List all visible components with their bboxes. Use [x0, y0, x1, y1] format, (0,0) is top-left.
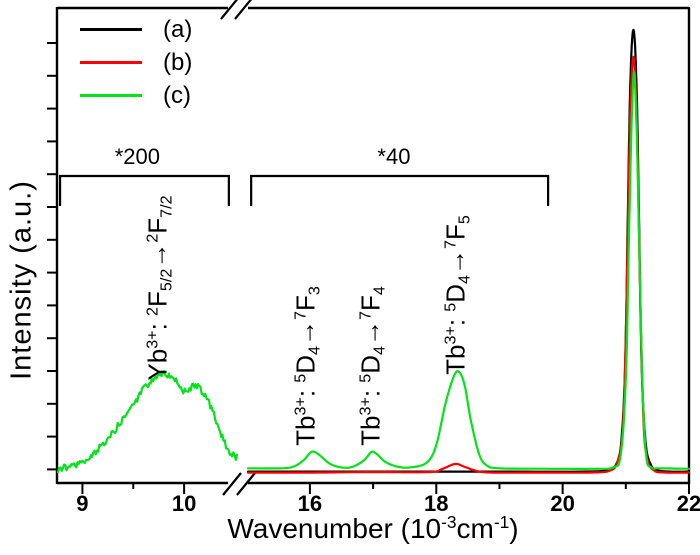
peak-annotation: Tb3+: 5D4→7F3 — [290, 286, 324, 446]
x-tick-label: 16 — [297, 491, 323, 516]
axis-break-slash — [222, 472, 242, 496]
axis-break-slash — [220, 0, 238, 20]
x-tick-label: 10 — [171, 491, 197, 516]
legend-item-a: (a) — [80, 13, 192, 46]
legend-line-b — [80, 61, 142, 64]
scale-bracket — [58, 174, 230, 206]
x-tick-label: 20 — [550, 491, 575, 516]
scale-factor-label: *40 — [377, 144, 411, 169]
x-tick-label: 22 — [676, 491, 700, 516]
legend-line-a — [80, 28, 142, 31]
series-curve-c — [246, 70, 691, 470]
y-axis-label: Intensity (a.u.) — [5, 180, 38, 380]
scale-factor-label: *200 — [114, 144, 160, 169]
legend-item-b: (b) — [80, 46, 192, 79]
legend-label-b: (b) — [163, 48, 193, 76]
scale-bracket — [250, 174, 550, 206]
peak-annotation: Yb3+: 2F5/2→2F7/2 — [142, 195, 175, 381]
legend-label-a: (a) — [163, 15, 193, 43]
peak-annotation: Tb3+: 5D4→7F5 — [440, 215, 473, 375]
axis-break-slash — [236, 472, 256, 496]
peak-annotation: Tb3+: 5D4→7F4 — [355, 286, 389, 446]
x-tick-label: 18 — [424, 491, 449, 516]
x-axis-label: Wavenumber (10-3cm-1) — [227, 512, 519, 544]
axis-break-slash — [234, 0, 252, 20]
legend-item-c: (c) — [80, 79, 192, 112]
legend-label-c: (c) — [163, 81, 191, 109]
legend: (a) (b) (c) — [80, 13, 192, 112]
series-curve-c — [56, 370, 239, 474]
x-tick-label: 9 — [76, 491, 89, 516]
legend-line-c — [80, 94, 142, 97]
